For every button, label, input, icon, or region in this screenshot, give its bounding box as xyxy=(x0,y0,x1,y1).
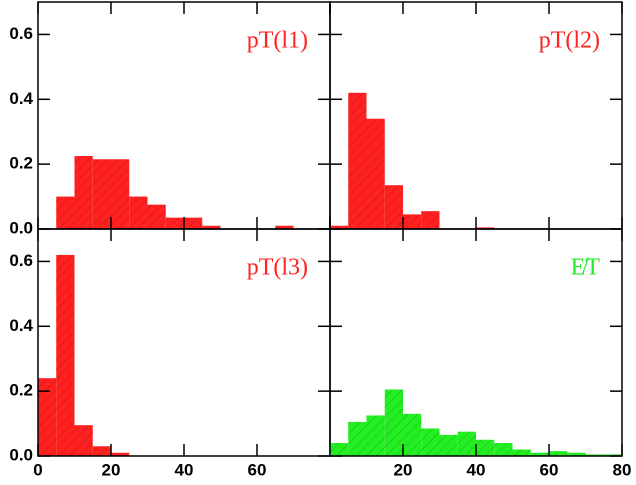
y-tick-label: 0.0 xyxy=(9,218,33,237)
bar-hatch xyxy=(567,452,586,456)
bar-hatch xyxy=(38,378,57,456)
bar-hatch xyxy=(403,214,422,229)
panel-frame xyxy=(329,228,623,457)
bar-hatch xyxy=(165,217,184,229)
bar-hatch xyxy=(74,156,93,229)
bar-hatch xyxy=(585,454,604,456)
y-tick-label: 0.2 xyxy=(9,154,33,173)
x-tick-label: 20 xyxy=(102,460,121,479)
bar-hatch xyxy=(549,451,568,456)
bar-hatch xyxy=(421,428,440,456)
bar-hatch xyxy=(348,421,367,456)
bar-hatch xyxy=(111,452,130,456)
bar-hatch xyxy=(512,449,531,456)
bar-hatch xyxy=(384,389,403,456)
bar-hatch xyxy=(184,217,203,229)
panel-title: E̸T xyxy=(571,255,601,281)
bar-hatch xyxy=(56,196,75,229)
bar-hatch xyxy=(476,439,495,456)
bar-hatch xyxy=(494,443,513,456)
bar-hatch xyxy=(92,159,111,229)
bar-hatch xyxy=(457,431,476,456)
bar-hatch xyxy=(403,413,422,456)
panel-title: pT(l1) xyxy=(247,28,308,54)
bar-hatch xyxy=(421,211,440,229)
bar-hatch xyxy=(74,425,93,456)
bar-hatch xyxy=(111,159,130,229)
bar-hatch xyxy=(92,446,111,456)
bar-hatch xyxy=(348,92,367,229)
panel-title: pT(l2) xyxy=(539,28,600,54)
bar-hatch xyxy=(330,225,349,229)
bar-hatch xyxy=(439,434,458,456)
bar-hatch xyxy=(330,443,349,456)
x-tick-label: 0 xyxy=(33,460,42,479)
bar-hatch xyxy=(476,227,495,229)
x-tick-label: 80 xyxy=(613,460,632,479)
y-tick-label: 0.4 xyxy=(9,316,33,335)
x-tick-label: 60 xyxy=(540,460,559,479)
bar-hatch xyxy=(129,196,148,229)
y-tick-label: 0.2 xyxy=(9,381,33,400)
bar-hatch xyxy=(530,452,549,456)
bar-hatch xyxy=(56,254,75,456)
x-tick-label: 40 xyxy=(175,460,194,479)
y-tick-label: 0.6 xyxy=(9,24,33,43)
bar-hatch xyxy=(384,185,403,229)
bar-hatch xyxy=(202,225,221,229)
bar-hatch xyxy=(603,454,622,456)
x-tick-label: 40 xyxy=(467,460,486,479)
x-tick-label: 60 xyxy=(248,460,267,479)
bar-hatch xyxy=(147,204,166,229)
x-tick-label: 20 xyxy=(394,460,413,479)
y-tick-label: 0.0 xyxy=(9,445,33,464)
bar-hatch xyxy=(366,415,385,456)
y-tick-label: 0.4 xyxy=(9,89,33,108)
panel-title: pT(l3) xyxy=(247,255,308,281)
y-tick-label: 0.6 xyxy=(9,251,33,270)
bar-hatch xyxy=(275,225,294,229)
bar-hatch xyxy=(366,118,385,229)
